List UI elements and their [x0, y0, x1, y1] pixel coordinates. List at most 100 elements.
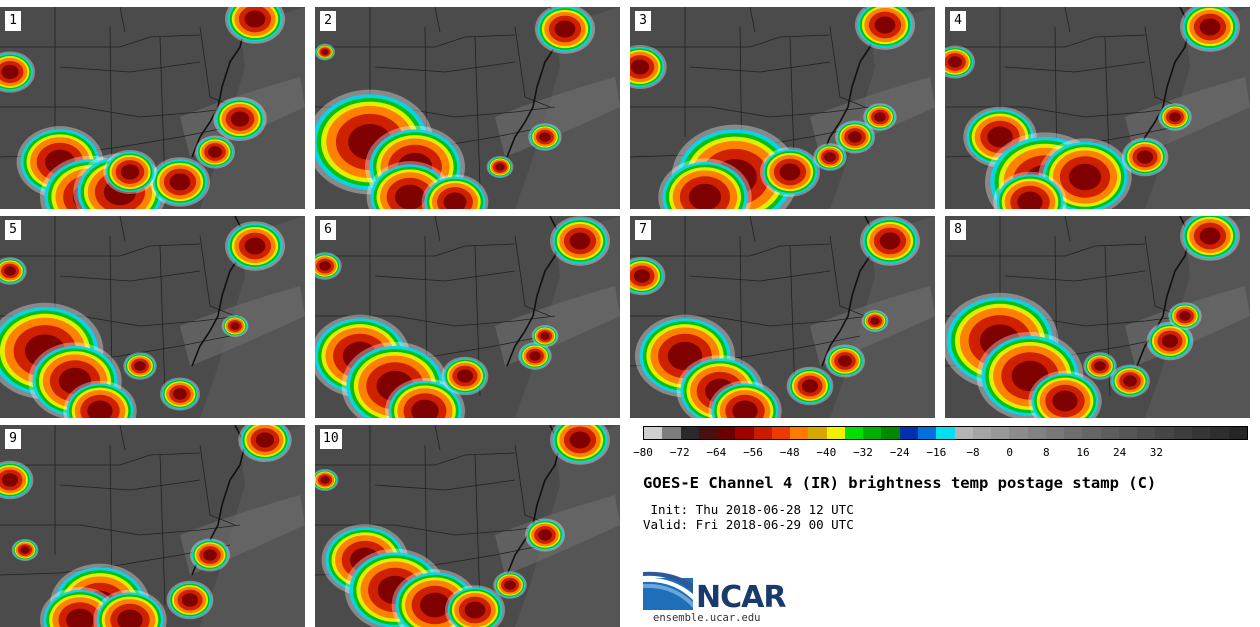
- ncar-wordmark: NCAR: [696, 580, 786, 615]
- colorbar-segment: [1173, 427, 1192, 439]
- colorbar-segment: [844, 427, 864, 439]
- storm-cell: [169, 173, 191, 191]
- map-panel-6: 6: [315, 216, 620, 418]
- storm-cell: [879, 232, 901, 250]
- storm-cell: [779, 163, 801, 181]
- storm-cell: [395, 184, 425, 209]
- storm-cell: [244, 237, 266, 255]
- colorbar-segment: [863, 427, 882, 439]
- storm-cell: [554, 20, 576, 38]
- storm-cell: [1094, 361, 1106, 371]
- satellite-map: [945, 7, 1250, 209]
- colorbar-tick-label: −16: [926, 446, 947, 459]
- storm-cell: [732, 400, 758, 418]
- valid-time: Valid: Fri 2018-06-29 00 UTC: [643, 517, 854, 532]
- storm-cell: [838, 355, 852, 367]
- storm-cell: [321, 49, 329, 55]
- colorbar-segment: [680, 427, 699, 439]
- colorbar-segment: [753, 427, 772, 439]
- colorbar-tick-label: −48: [779, 446, 800, 459]
- storm-cell: [244, 10, 266, 28]
- storm-cell: [320, 476, 330, 484]
- colorbar: [643, 426, 1248, 440]
- map-panel-9: 9: [0, 425, 305, 627]
- colorbar-tick-label: 8: [1043, 446, 1050, 459]
- storm-cell: [801, 379, 819, 393]
- colorbar-segment: [644, 427, 663, 439]
- colorbar-tick-label: 0: [1006, 446, 1013, 459]
- map-panel-5: 5: [0, 216, 305, 418]
- colorbar-segment: [662, 427, 681, 439]
- storm-cell: [540, 332, 550, 340]
- satellite-map: [630, 7, 935, 209]
- satellite-map: [0, 216, 305, 418]
- storm-cell: [120, 164, 140, 180]
- colorbar-tick-label: −40: [816, 446, 837, 459]
- storm-cell: [667, 341, 703, 371]
- map-panel-7: 7: [630, 216, 935, 418]
- colorbar-segment: [936, 427, 955, 439]
- satellite-map: [0, 7, 305, 209]
- satellite-map: [315, 7, 620, 209]
- storm-cell: [1199, 18, 1221, 36]
- storm-cell: [569, 232, 591, 250]
- storm-cell: [4, 266, 16, 276]
- storm-cell: [1179, 311, 1191, 321]
- colorbar-segment: [1155, 427, 1174, 439]
- storm-cell: [87, 400, 113, 418]
- colorbar-segment: [1064, 427, 1083, 439]
- storm-cell: [66, 608, 94, 627]
- panel-number: 6: [320, 220, 336, 240]
- ncar-logo-icon: [643, 571, 693, 610]
- storm-cell: [1068, 163, 1102, 191]
- colorbar-segment: [1045, 427, 1065, 439]
- colorbar-segment: [1009, 427, 1028, 439]
- colorbar-segment: [808, 427, 827, 439]
- colorbar-segment: [917, 427, 937, 439]
- storm-cell: [1161, 334, 1179, 348]
- colorbar-segment: [1027, 427, 1046, 439]
- storm-cell: [569, 431, 591, 449]
- colorbar-segment: [1137, 427, 1156, 439]
- colorbar-segment: [1191, 427, 1211, 439]
- storm-cell: [255, 432, 275, 448]
- storm-cell: [495, 163, 505, 171]
- map-panel-3: 3: [630, 7, 935, 209]
- storm-cell: [1052, 390, 1078, 412]
- init-time: Init: Thu 2018-06-28 12 UTC: [643, 502, 854, 517]
- colorbar-segment: [954, 427, 973, 439]
- storm-cell: [117, 609, 143, 627]
- storm-cell: [633, 269, 651, 283]
- storm-cell: [1136, 150, 1154, 164]
- colorbar-segment: [991, 427, 1010, 439]
- panel-number: 5: [5, 220, 21, 240]
- satellite-map: [315, 425, 620, 627]
- storm-cell: [456, 369, 474, 383]
- panel-number: 4: [950, 11, 966, 31]
- colorbar-ticks: −80 −72 −64 −56 −48 −40 −32 −24 −16 −8 0 8 16 24 32: [633, 446, 1248, 460]
- panel-number: 7: [635, 220, 651, 240]
- satellite-map: [945, 216, 1250, 418]
- site-url[interactable]: ensemble.ucar.edu: [653, 612, 761, 624]
- storm-cell: [1169, 112, 1181, 122]
- storm-cell: [1, 473, 19, 487]
- panel-number: 8: [950, 220, 966, 240]
- storm-cell: [230, 322, 240, 330]
- storm-cell: [1017, 191, 1043, 209]
- storm-cell: [874, 112, 886, 122]
- satellite-map: [0, 425, 305, 627]
- storm-cell: [987, 126, 1013, 148]
- colorbar-tick-label: −72: [669, 446, 690, 459]
- storm-cell: [181, 593, 199, 607]
- colorbar-segment: [899, 427, 918, 439]
- storm-cell: [1, 64, 19, 80]
- storm-cell: [411, 399, 439, 418]
- colorbar-segment: [790, 427, 809, 439]
- colorbar-segment: [1082, 427, 1101, 439]
- map-panel-8: 8: [945, 216, 1250, 418]
- chart-title: GOES-E Channel 4 (IR) brightness temp po…: [643, 474, 1157, 492]
- storm-cell: [208, 146, 222, 158]
- colorbar-tick-label: −24: [889, 446, 910, 459]
- colorbar-segment: [1100, 427, 1119, 439]
